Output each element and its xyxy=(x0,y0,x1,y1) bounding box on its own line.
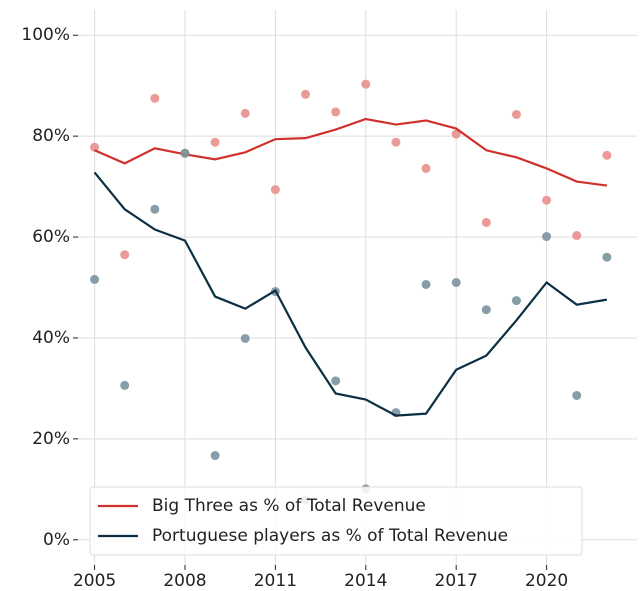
legend: Big Three as % of Total Revenue Portugues… xyxy=(89,486,583,556)
data-point xyxy=(572,231,582,241)
legend-label: Big Three as % of Total Revenue xyxy=(152,496,426,516)
x-tick-label: 2008 xyxy=(163,571,206,591)
series-line xyxy=(94,117,608,187)
y-tick-label: 60% xyxy=(32,227,70,247)
y-tick-label: 20% xyxy=(32,429,70,449)
x-tick-label: 2014 xyxy=(344,571,387,591)
x-tick-label: 2020 xyxy=(525,571,568,591)
data-point xyxy=(361,79,371,89)
data-point xyxy=(150,93,160,103)
data-point xyxy=(331,107,341,117)
data-point xyxy=(210,137,220,147)
data-point xyxy=(451,277,461,287)
data-point xyxy=(511,109,521,119)
data-point xyxy=(150,204,160,214)
data-point xyxy=(210,451,220,461)
data-point xyxy=(451,129,461,139)
legend-box xyxy=(89,486,583,556)
data-point xyxy=(511,296,521,306)
data-point xyxy=(331,376,341,386)
x-tick-label: 2011 xyxy=(254,571,297,591)
data-point xyxy=(240,108,250,118)
legend-label: Portuguese players as % of Total Revenue xyxy=(152,526,508,546)
data-point xyxy=(270,185,280,195)
data-point xyxy=(120,380,130,390)
data-point xyxy=(572,390,582,400)
y-tick-label: 100% xyxy=(21,25,70,45)
data-point xyxy=(421,163,431,173)
data-point xyxy=(481,217,491,227)
data-point xyxy=(391,137,401,147)
series-line xyxy=(93,171,608,417)
y-tick-label: 0% xyxy=(43,530,70,550)
data-point xyxy=(180,148,190,158)
data-point xyxy=(120,250,130,260)
data-point xyxy=(301,89,311,99)
x-tick-label: 2005 xyxy=(73,571,116,591)
data-point xyxy=(602,150,612,160)
data-point xyxy=(542,195,552,205)
x-tick-label: 2017 xyxy=(435,571,478,591)
y-tick-label: 80% xyxy=(32,126,70,146)
y-tick-label: 40% xyxy=(32,328,70,348)
data-point xyxy=(421,279,431,289)
data-point xyxy=(90,274,100,284)
data-point xyxy=(481,305,491,315)
data-point xyxy=(90,142,100,152)
data-point xyxy=(240,333,250,343)
data-point xyxy=(602,252,612,262)
data-point xyxy=(542,232,552,242)
